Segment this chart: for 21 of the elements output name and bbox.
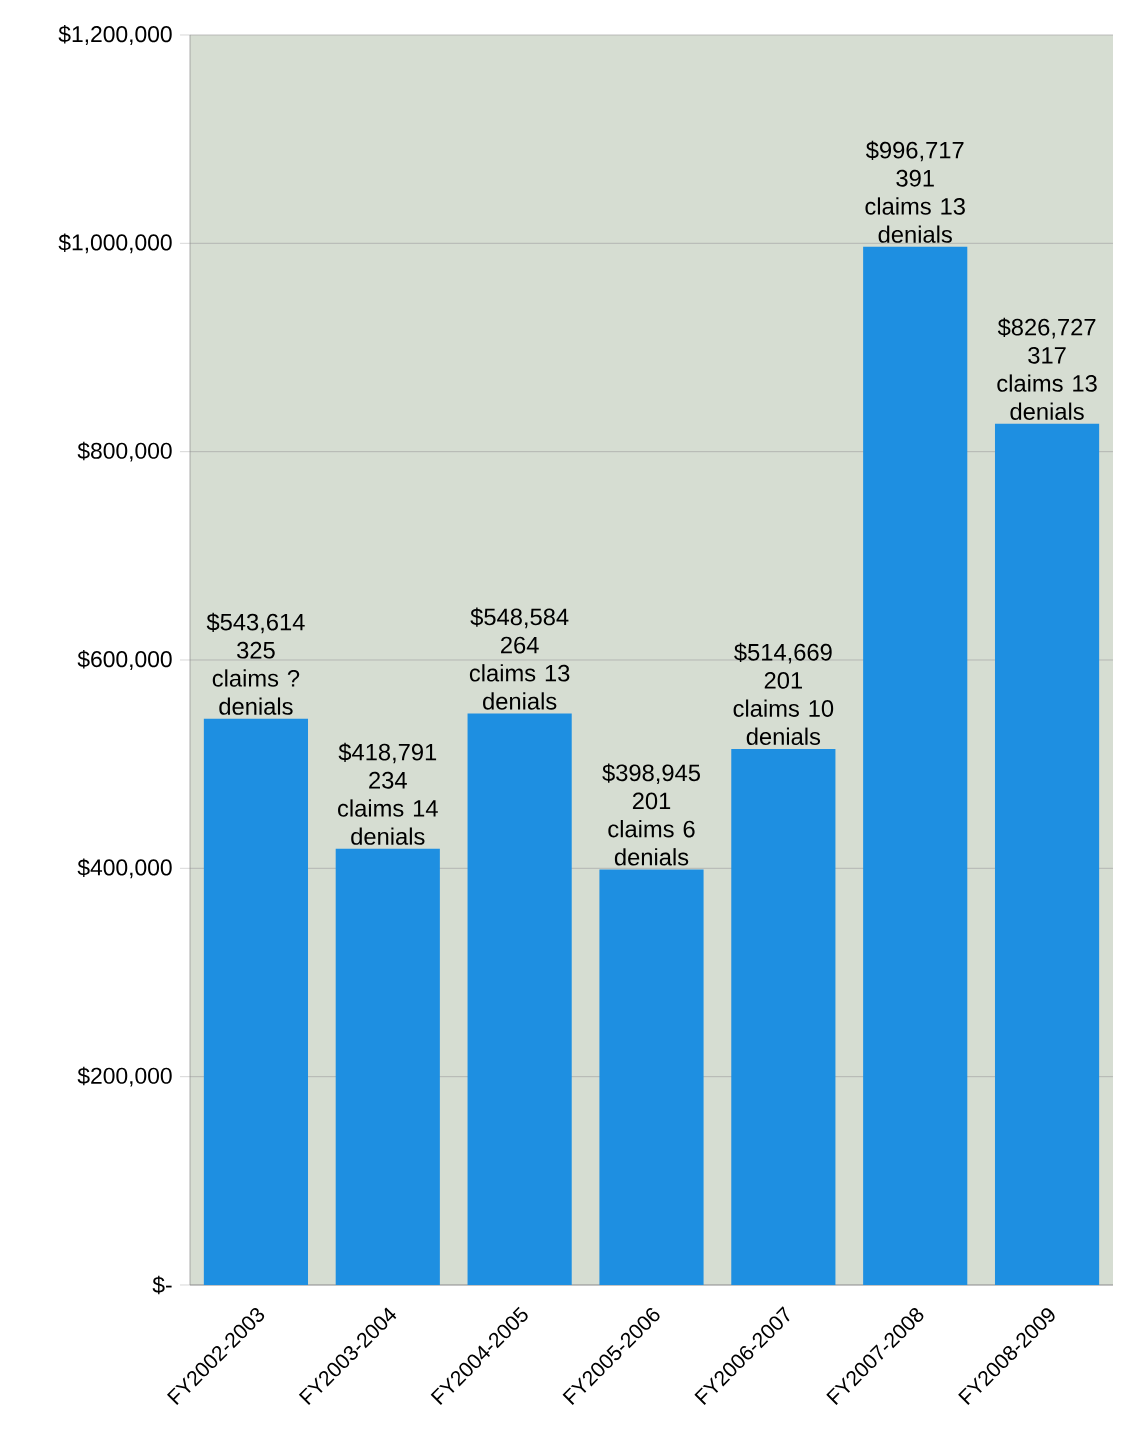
data-label: $543,614 325 claims ? denials	[206, 612, 305, 715]
bar	[203, 718, 309, 1285]
data-label: $996,717 391 claims 13 denials	[865, 140, 965, 243]
data-label: $826,727 317 claims 13 denials	[997, 317, 1097, 420]
y-tick-label: $600,000	[77, 650, 172, 670]
bar	[994, 423, 1100, 1285]
y-tick-label: $1,000,000	[58, 233, 172, 254]
y-tick-label: $200,000	[77, 1066, 172, 1087]
y-tick-label: $800,000	[77, 441, 172, 462]
data-label: $514,669 201 claims 10 denials	[733, 642, 834, 745]
data-label: $418,791 234 claims 14 denials	[338, 742, 438, 845]
bar	[467, 713, 572, 1285]
y-tick-label: $1,200,000	[58, 25, 172, 45]
data-label: $398,945 201 claims 6 denials	[602, 763, 700, 866]
bar	[599, 869, 704, 1285]
y-tick-label: $400,000	[77, 858, 172, 879]
y-tick-label: $-	[152, 1275, 172, 1295]
bar	[335, 848, 440, 1285]
bar	[863, 246, 968, 1285]
data-label: $548,584 264 claims 13 denials	[469, 607, 570, 710]
bar	[731, 748, 836, 1285]
